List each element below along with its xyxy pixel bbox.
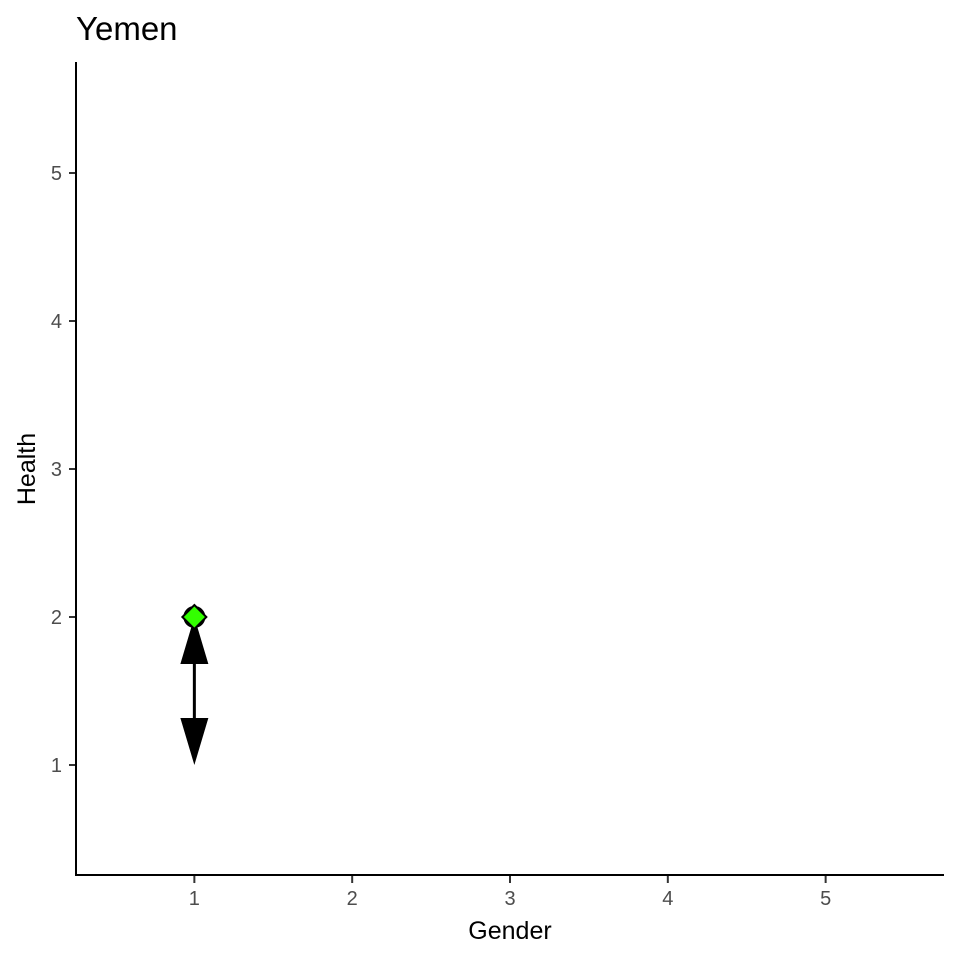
y-tick-label: 5	[51, 163, 62, 185]
data-point-diamond	[180, 603, 208, 631]
y-tick-label: 2	[51, 607, 62, 629]
y-axis-title: Health	[13, 433, 41, 505]
x-tick-label: 4	[662, 888, 673, 910]
y-tick-label: 1	[51, 755, 62, 777]
y-tick-label: 3	[51, 459, 62, 481]
y-tick-label: 4	[51, 311, 62, 333]
arrow-head-end	[180, 718, 209, 765]
x-tick-label: 3	[504, 888, 515, 910]
x-tick-label: 1	[189, 888, 200, 910]
x-tick-label: 5	[820, 888, 831, 910]
x-tick-label: 2	[347, 888, 358, 910]
marks-layer	[180, 603, 209, 765]
chart-title: Yemen	[76, 10, 178, 47]
ticks-layer: 1 2 3 4 5 1 2 3 4 5	[51, 163, 831, 910]
x-axis-title: Gender	[468, 917, 551, 945]
arrow-head-start	[180, 617, 209, 664]
